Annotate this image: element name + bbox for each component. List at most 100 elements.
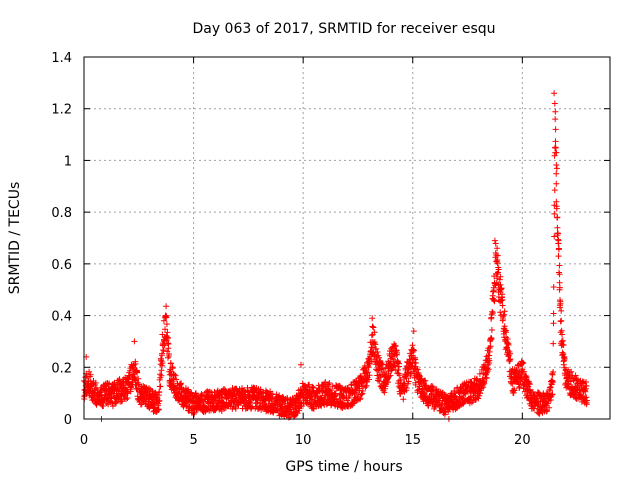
data-point (412, 359, 419, 366)
data-point (551, 233, 558, 240)
data-point (257, 386, 264, 393)
data-point (410, 328, 417, 335)
data-point (479, 375, 486, 382)
data-point (550, 320, 557, 327)
data-point (573, 375, 580, 382)
data-point (379, 365, 386, 372)
data-point (476, 370, 483, 377)
data-point (504, 336, 511, 342)
data-point (583, 383, 590, 389)
data-point (495, 266, 502, 273)
data-point (475, 395, 482, 402)
data-point (458, 384, 465, 391)
data-point (291, 412, 298, 419)
data-point (124, 389, 131, 396)
data-point (157, 383, 164, 390)
data-point (520, 360, 527, 367)
x-tick-label: 0 (80, 433, 88, 448)
x-tick-label: 10 (295, 433, 312, 448)
data-point (276, 392, 283, 399)
data-point (159, 350, 165, 357)
data-point (558, 317, 565, 324)
data-point (87, 371, 94, 378)
data-point (501, 328, 508, 335)
data-point (248, 404, 255, 411)
data-point (553, 180, 560, 187)
data-point (491, 237, 498, 244)
y-axis-label: SRMTID / TECUs (7, 182, 23, 295)
data-point (132, 360, 139, 367)
data-point (556, 262, 563, 269)
data-point (550, 340, 557, 347)
y-tick-label: 0.2 (51, 361, 72, 376)
data-point (544, 400, 551, 407)
data-point (507, 350, 513, 357)
data-point (550, 369, 557, 375)
data-point (559, 337, 566, 344)
data-point (568, 368, 575, 375)
data-point (403, 375, 410, 382)
data-point (163, 321, 170, 328)
data-point (167, 360, 174, 367)
data-point (395, 367, 401, 373)
data-point (553, 170, 560, 177)
data-point (155, 398, 162, 405)
data-point (165, 353, 172, 359)
data-point (387, 372, 394, 379)
data-point (368, 332, 375, 339)
data-point (267, 388, 274, 395)
data-point (492, 240, 499, 247)
data-point (499, 291, 506, 298)
data-point (505, 352, 512, 359)
data-point (497, 281, 504, 288)
data-point (490, 287, 497, 294)
data-point (521, 368, 528, 375)
data-point (310, 385, 317, 391)
data-point (497, 309, 504, 316)
data-point (501, 308, 508, 315)
y-tick-label: 0 (64, 413, 72, 428)
data-point (414, 389, 421, 396)
chart-title: Day 063 of 2017, SRMTID for receiver esq… (192, 21, 495, 37)
data-point (371, 329, 378, 336)
data-point (171, 371, 178, 378)
data-point (498, 285, 505, 292)
data-point (376, 354, 382, 361)
data-point (158, 367, 165, 374)
data-point (365, 376, 372, 383)
data-point (374, 349, 381, 355)
data-point (158, 372, 165, 379)
data-point (476, 392, 483, 399)
data-point (552, 149, 559, 156)
x-tick-label: 20 (514, 433, 531, 448)
data-point (487, 343, 494, 350)
data-point (159, 360, 166, 367)
data-point (161, 342, 168, 349)
data-point (551, 152, 558, 159)
data-point (232, 405, 239, 412)
data-point (557, 297, 563, 304)
data-point (396, 372, 403, 379)
data-point (583, 394, 590, 401)
data-point (414, 366, 421, 373)
data-point (526, 381, 533, 388)
y-tick-label: 1 (64, 154, 72, 169)
data-point (162, 326, 168, 333)
data-point (326, 380, 333, 386)
data-point (551, 90, 558, 97)
data-point (555, 230, 561, 237)
data-point (395, 360, 402, 367)
data-point (359, 387, 366, 394)
data-point (100, 403, 107, 409)
data-point (165, 335, 172, 342)
data-point (553, 165, 560, 172)
data-point (163, 303, 170, 310)
data-point (165, 345, 172, 352)
data-point (481, 380, 488, 387)
data-point (362, 384, 369, 391)
x-axis-tick-labels: 0 5 10 15 20 (80, 433, 531, 448)
data-point (546, 404, 553, 411)
data-point (365, 364, 372, 371)
data-point (333, 396, 340, 403)
data-point (357, 395, 364, 402)
